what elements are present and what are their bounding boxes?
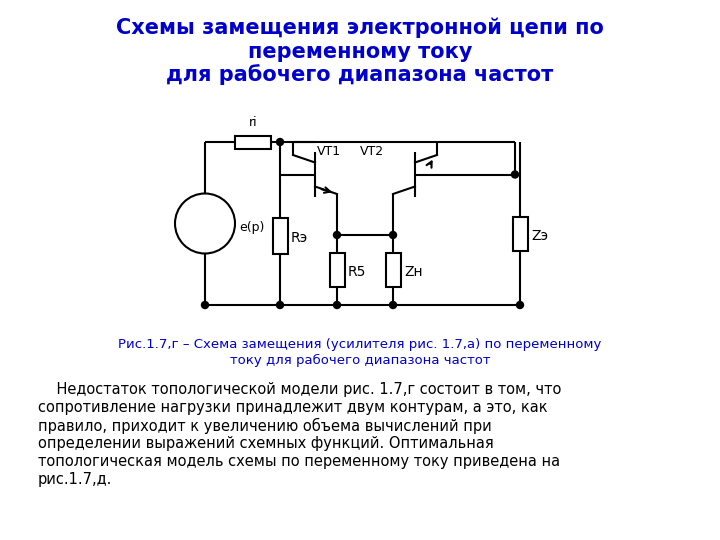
Circle shape: [202, 301, 209, 308]
Text: рис.1.7,д.: рис.1.7,д.: [38, 472, 112, 487]
Text: переменному току: переменному току: [248, 42, 472, 62]
Circle shape: [276, 138, 284, 145]
Circle shape: [511, 171, 518, 178]
Text: сопротивление нагрузки принадлежит двум контурам, а это, как: сопротивление нагрузки принадлежит двум …: [38, 400, 548, 415]
Text: R5: R5: [348, 265, 366, 279]
Bar: [235, 136, 271, 148]
Text: ri: ri: [248, 116, 257, 129]
Text: Zэ: Zэ: [531, 228, 548, 242]
Circle shape: [333, 301, 341, 308]
Text: e(p): e(p): [239, 221, 264, 234]
Text: для рабочего диапазона частот: для рабочего диапазона частот: [166, 64, 554, 85]
Bar: [272, 218, 287, 253]
Text: Схемы замещения электронной цепи по: Схемы замещения электронной цепи по: [116, 18, 604, 38]
Circle shape: [175, 193, 235, 253]
Bar: [330, 253, 344, 287]
Text: Zн: Zн: [404, 265, 423, 279]
Text: Рис.1.7,г – Схема замещения (усилителя рис. 1.7,а) по переменному: Рис.1.7,г – Схема замещения (усилителя р…: [118, 338, 602, 351]
Text: VT2: VT2: [360, 145, 384, 158]
Text: определении выражений схемных функций. Оптимальная: определении выражений схемных функций. О…: [38, 436, 494, 451]
Text: топологическая модель схемы по переменному току приведена на: топологическая модель схемы по переменно…: [38, 454, 560, 469]
Text: правило, приходит к увеличению объема вычислений при: правило, приходит к увеличению объема вы…: [38, 418, 492, 434]
Bar: [513, 217, 528, 251]
Bar: [385, 253, 400, 287]
Text: Недостаток топологической модели рис. 1.7,г состоит в том, что: Недостаток топологической модели рис. 1.…: [38, 382, 562, 397]
Circle shape: [276, 301, 284, 308]
Text: VT1: VT1: [317, 145, 341, 158]
Text: току для рабочего диапазона частот: току для рабочего диапазона частот: [230, 354, 490, 367]
Circle shape: [390, 301, 397, 308]
Text: Rэ: Rэ: [291, 231, 308, 245]
Circle shape: [516, 301, 523, 308]
Circle shape: [333, 232, 341, 239]
Circle shape: [390, 232, 397, 239]
